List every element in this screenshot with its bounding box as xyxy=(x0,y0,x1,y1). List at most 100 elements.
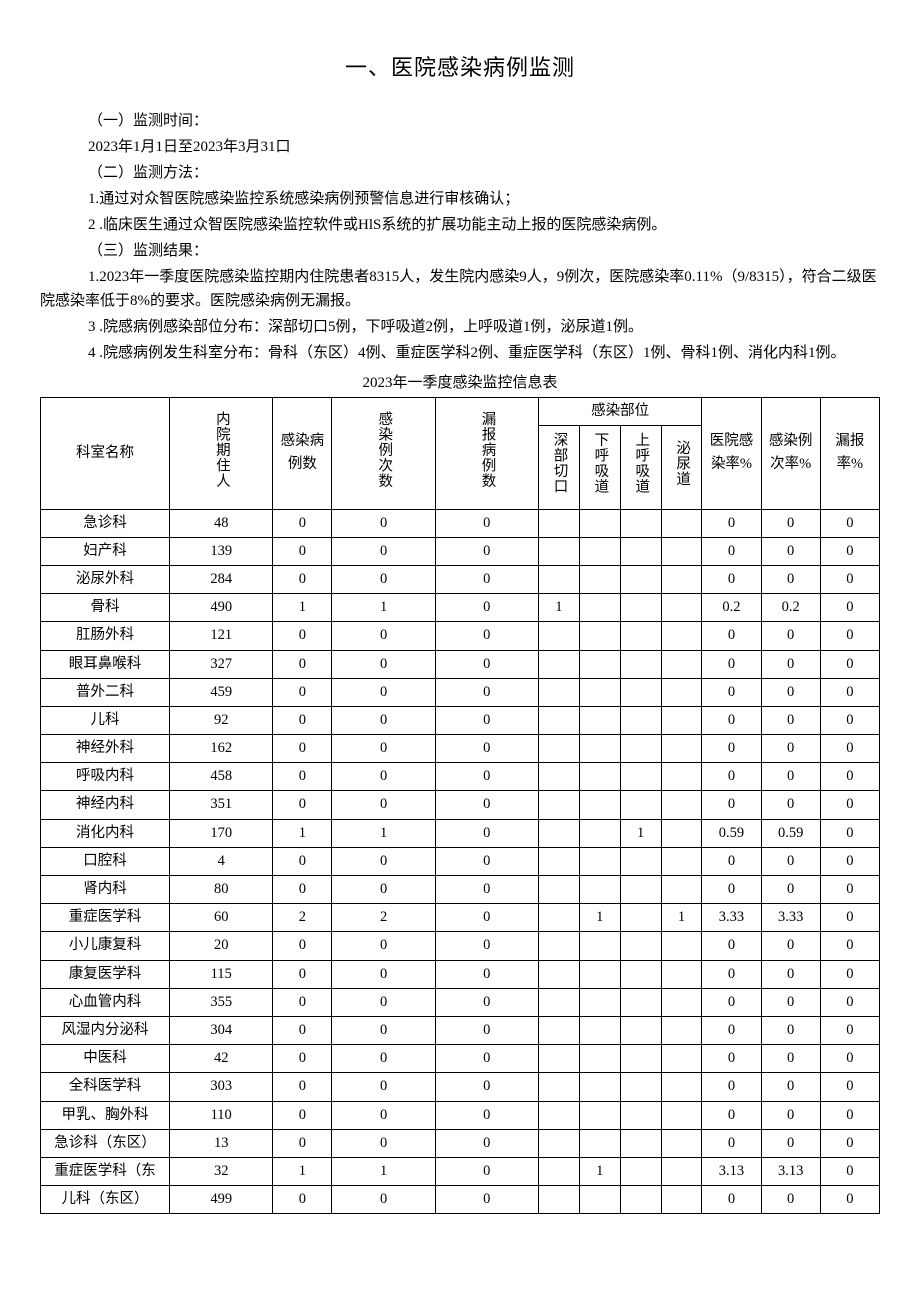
table-cell: 0 xyxy=(435,650,538,678)
table-cell: 重症医学科 xyxy=(41,904,170,932)
table-cell xyxy=(620,988,661,1016)
table-cell: 0 xyxy=(435,960,538,988)
table-cell: 0 xyxy=(332,1045,435,1073)
table-cell xyxy=(538,735,579,763)
table-cell: 0 xyxy=(702,1186,761,1214)
table-row: 骨科49011010.20.20 xyxy=(41,594,880,622)
table-cell xyxy=(620,1073,661,1101)
table-cell: 0 xyxy=(273,932,332,960)
table-cell: 肾内科 xyxy=(41,876,170,904)
th-site-group: 感染部位 xyxy=(538,398,702,426)
table-cell: 0 xyxy=(820,819,879,847)
table-cell: 3.13 xyxy=(702,1157,761,1185)
table-cell: 42 xyxy=(170,1045,273,1073)
table-cell: 1 xyxy=(332,1157,435,1185)
table-cell: 0 xyxy=(332,1073,435,1101)
table-cell: 0 xyxy=(820,537,879,565)
table-cell: 0 xyxy=(820,509,879,537)
table-cell xyxy=(538,960,579,988)
th-dept: 科室名称 xyxy=(41,398,170,509)
table-cell xyxy=(579,1186,620,1214)
table-cell: 0 xyxy=(435,565,538,593)
table-cell: 0 xyxy=(332,1186,435,1214)
table-cell: 0 xyxy=(702,537,761,565)
th-site-urinary: 泌尿道 xyxy=(661,426,702,509)
table-cell xyxy=(538,904,579,932)
table-cell: 0 xyxy=(820,565,879,593)
table-cell: 0 xyxy=(820,594,879,622)
table-cell xyxy=(579,537,620,565)
table-cell xyxy=(579,594,620,622)
table-cell: 骨科 xyxy=(41,594,170,622)
table-cell: 0 xyxy=(332,622,435,650)
table-cell: 0 xyxy=(332,565,435,593)
table-cell xyxy=(661,735,702,763)
table-cell: 0 xyxy=(820,678,879,706)
table-cell xyxy=(538,650,579,678)
table-cell: 0 xyxy=(435,763,538,791)
table-cell: 0 xyxy=(702,1129,761,1157)
table-cell: 0 xyxy=(332,791,435,819)
table-cell xyxy=(579,650,620,678)
table-cell: 0 xyxy=(435,1157,538,1185)
table-cell: 0 xyxy=(435,706,538,734)
table-cell: 1 xyxy=(579,1157,620,1185)
table-cell xyxy=(538,1016,579,1044)
th-site-upper: 上呼吸道 xyxy=(620,426,661,509)
table-cell: 0 xyxy=(273,509,332,537)
table-cell xyxy=(661,1101,702,1129)
table-cell xyxy=(620,876,661,904)
table-cell: 0 xyxy=(273,678,332,706)
table-cell: 0 xyxy=(761,876,820,904)
table-cell xyxy=(538,1073,579,1101)
table-cell: 0 xyxy=(273,537,332,565)
table-cell: 0 xyxy=(273,650,332,678)
table-row: 呼吸内科458000000 xyxy=(41,763,880,791)
table-cell xyxy=(661,537,702,565)
table-cell: 甲乳、胸外科 xyxy=(41,1101,170,1129)
table-cell xyxy=(579,706,620,734)
table-cell xyxy=(620,537,661,565)
th-rate-infection: 医院感染率% xyxy=(702,398,761,509)
table-cell: 0 xyxy=(273,1186,332,1214)
table-cell: 0 xyxy=(273,1073,332,1101)
table-cell: 458 xyxy=(170,763,273,791)
table-cell: 0 xyxy=(435,594,538,622)
table-cell xyxy=(661,594,702,622)
table-cell xyxy=(579,932,620,960)
table-cell: 全科医学科 xyxy=(41,1073,170,1101)
table-cell xyxy=(579,735,620,763)
table-cell: 0 xyxy=(761,763,820,791)
table-cell: 1 xyxy=(661,904,702,932)
table-row: 消化内科17011010.590.590 xyxy=(41,819,880,847)
table-cell: 0 xyxy=(273,706,332,734)
table-cell: 0 xyxy=(702,876,761,904)
table-cell: 儿科 xyxy=(41,706,170,734)
table-cell xyxy=(579,1073,620,1101)
table-cell: 0 xyxy=(820,1045,879,1073)
table-cell: 0 xyxy=(435,791,538,819)
table-cell: 0 xyxy=(820,791,879,819)
table-cell: 0 xyxy=(435,819,538,847)
table-cell: 0 xyxy=(820,1073,879,1101)
table-cell: 0 xyxy=(435,932,538,960)
table-cell xyxy=(538,763,579,791)
table-cell: 170 xyxy=(170,819,273,847)
table-cell xyxy=(620,960,661,988)
table-cell: 0 xyxy=(273,1101,332,1129)
table-cell: 0 xyxy=(332,988,435,1016)
table-row: 口腔科4000000 xyxy=(41,847,880,875)
table-cell: 0 xyxy=(332,735,435,763)
table-row: 神经外科162000000 xyxy=(41,735,880,763)
table-cell xyxy=(620,763,661,791)
th-site-lower: 下呼吸道 xyxy=(579,426,620,509)
table-row: 肛肠外科121000000 xyxy=(41,622,880,650)
table-cell xyxy=(538,791,579,819)
table-cell: 0 xyxy=(820,1157,879,1185)
table-cell: 0.59 xyxy=(761,819,820,847)
table-cell: 神经内科 xyxy=(41,791,170,819)
table-cell: 2 xyxy=(332,904,435,932)
table-cell xyxy=(620,904,661,932)
table-cell: 459 xyxy=(170,678,273,706)
table-cell: 康复医学科 xyxy=(41,960,170,988)
